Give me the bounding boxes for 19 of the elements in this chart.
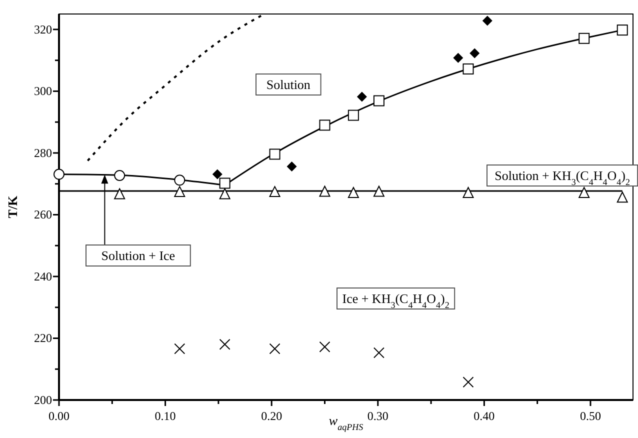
y-tick-label: 300 (34, 84, 52, 98)
text: Solution + KH$_{3}$(C$_{4}$H$_{4}$O$_{4}$)$_{2}$ (494, 168, 630, 187)
x-axis-title: w$_{aqPHS}$ (328, 413, 364, 432)
y-tick-label: 220 (34, 331, 52, 346)
text: Ice + KH$_{3}$(C$_{4}$H$_{4}$O$_{4}$)$_{2}$ (342, 291, 450, 310)
x-tick-label: 0.20 (261, 409, 282, 423)
x-tick-label: 0.30 (367, 409, 388, 423)
x-tick-label: 0.00 (48, 409, 70, 423)
annotation: Solution + Ice (101, 248, 176, 263)
y-tick-label: 240 (34, 269, 52, 284)
x-tick-label: 0.50 (580, 409, 601, 423)
y-axis-title: T/K (5, 194, 20, 218)
x-tick-label: 0.40 (474, 409, 495, 423)
x-tick-label: 0.10 (154, 409, 176, 423)
y-tick-label: 280 (34, 146, 52, 160)
annotation: Solution (266, 77, 311, 92)
y-tick-label: 200 (34, 393, 52, 407)
y-tick-label: 320 (34, 22, 52, 36)
y-tick-label: 260 (34, 208, 52, 222)
